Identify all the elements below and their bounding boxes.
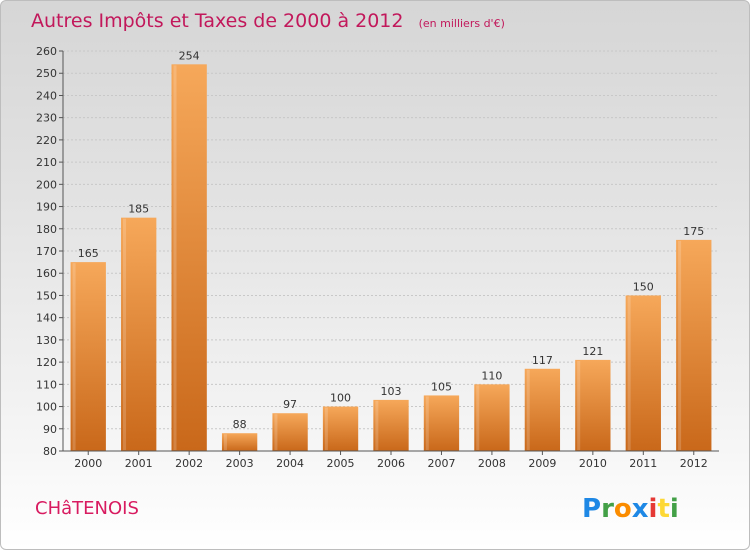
value-label-2005: 100: [330, 392, 351, 405]
bar-2011: [625, 295, 661, 451]
y-tick-label: 210: [36, 156, 57, 169]
x-tick-label-2002: 2002: [175, 457, 203, 470]
bar-highlight: [223, 434, 227, 450]
bar-highlight: [627, 296, 631, 450]
logo-letter: x: [632, 494, 649, 524]
x-tick-label-2009: 2009: [528, 457, 556, 470]
bar-highlight: [375, 400, 379, 450]
x-axis: 2000 2001 2002 2003 2004 2005 2006 2007 2008 2009…: [63, 450, 719, 470]
y-tick-label: 110: [36, 378, 57, 391]
bar-highlight: [678, 240, 682, 450]
x-tick-label-2005: 2005: [327, 457, 355, 470]
x-tick-label-2011: 2011: [629, 457, 657, 470]
bar-2003: [221, 433, 258, 451]
value-label-2004: 97: [283, 398, 297, 411]
proxiti-logo: Proxiti: [582, 494, 679, 524]
bar-2000: [70, 262, 106, 451]
value-label-2012: 175: [683, 225, 704, 238]
chart-title-group: Autres Impôts et Taxes de 2000 à 2012 (e…: [31, 10, 505, 32]
x-tick-label-2012: 2012: [680, 457, 708, 470]
y-tick-label: 100: [36, 401, 57, 414]
logo-letter: t: [657, 494, 669, 524]
x-tick-label-2003: 2003: [226, 457, 254, 470]
y-tick-label: 220: [36, 134, 57, 147]
bar-highlight: [476, 385, 480, 450]
logo-letter: r: [601, 494, 614, 524]
y-tick-label: 120: [36, 356, 57, 369]
bar-2004: [272, 413, 308, 451]
bar-2005: [322, 406, 359, 451]
x-tick-label-2007: 2007: [427, 457, 455, 470]
x-tick-label-2001: 2001: [125, 457, 153, 470]
value-label-2000: 165: [78, 247, 99, 260]
bar-highlight: [274, 414, 278, 450]
value-label-2010: 121: [582, 345, 603, 358]
y-tick-label: 80: [43, 445, 57, 458]
commune-name: CHâTENOIS: [35, 498, 139, 519]
bar-highlight: [123, 218, 127, 450]
bar-2007: [423, 395, 460, 451]
value-label-2011: 150: [633, 280, 654, 293]
y-tick-label: 130: [36, 334, 57, 347]
chart-subtitle: (en milliers d'€): [419, 17, 505, 30]
logo-letter: i: [649, 494, 658, 524]
logo-letter: P: [582, 494, 601, 524]
value-label-2008: 110: [481, 369, 502, 382]
y-tick-label: 160: [36, 267, 57, 280]
x-tick-label-2000: 2000: [74, 457, 102, 470]
bar-2010: [575, 359, 611, 451]
y-tick-label: 250: [36, 67, 57, 80]
bar-highlight: [526, 369, 530, 450]
bar-highlight: [324, 407, 328, 450]
bar-2009: [524, 368, 561, 451]
logo-letter: o: [614, 494, 632, 524]
y-tick-label: 90: [43, 423, 57, 436]
value-label-2001: 185: [128, 203, 149, 216]
bar-2001: [121, 217, 157, 451]
y-tick-label: 150: [36, 289, 57, 302]
x-tick-label-2004: 2004: [276, 457, 304, 470]
value-label-2003: 88: [233, 418, 247, 431]
bar-highlight: [425, 396, 429, 450]
bar-2012: [676, 239, 712, 451]
logo-letter: i: [670, 494, 679, 524]
bar-2008: [474, 384, 510, 451]
x-tick-label-2010: 2010: [579, 457, 607, 470]
bar-2002: [171, 64, 207, 452]
value-label-2006: 103: [381, 385, 402, 398]
x-tick-label-2008: 2008: [478, 457, 506, 470]
bar-highlight: [173, 65, 177, 450]
x-tick-label-2006: 2006: [377, 457, 405, 470]
value-label-2007: 105: [431, 380, 452, 393]
bar-highlight: [577, 360, 581, 450]
y-tick-label: 190: [36, 201, 57, 214]
y-tick-label: 140: [36, 312, 57, 325]
y-tick-label: 170: [36, 245, 57, 258]
bar-2006: [373, 399, 409, 451]
chart-title: Autres Impôts et Taxes de 2000 à 2012: [31, 10, 404, 32]
bars: 165 185 254 88 97 100 103 105 110 117 121 150 175: [70, 49, 712, 452]
y-tick-label: 230: [36, 112, 57, 125]
y-tick-label: 260: [36, 45, 57, 58]
y-tick-label: 200: [36, 178, 57, 191]
y-tick-label: 180: [36, 223, 57, 236]
bar-highlight: [72, 263, 76, 450]
value-label-2002: 254: [179, 49, 200, 62]
y-tick-label: 240: [36, 89, 57, 102]
value-label-2009: 117: [532, 354, 553, 367]
y-axis: 80 90 100 110 120 130 140 150 160 170 180 190 200 210…: [36, 45, 64, 458]
